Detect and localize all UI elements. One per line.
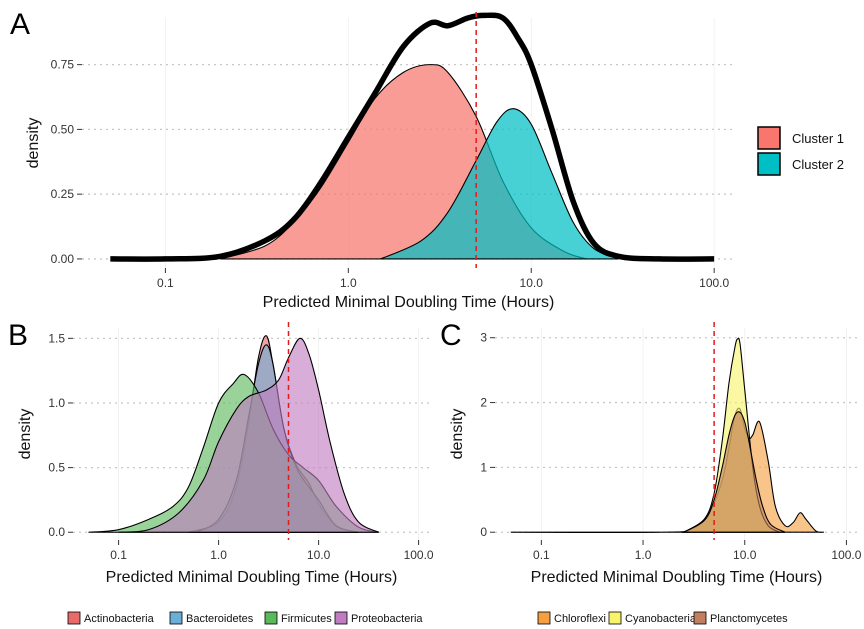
panel-c-xtick-label-2: 10.0 (733, 548, 757, 562)
legend-swatch-chloroflexi (537, 611, 551, 625)
panel-c-ytick-label-1: 1 (480, 460, 487, 474)
panel-a-xtick-label-2: 10.0 (520, 276, 544, 290)
legend-swatch-firmicutes (264, 611, 278, 625)
panel-c-density-planctomycetes (681, 411, 786, 533)
legend-label-actinobacteria: Actinobacteria (84, 613, 155, 625)
panel-b-xtick-label-2: 10.0 (307, 548, 331, 562)
panel-a-ytick-label-3: 0.75 (51, 58, 75, 72)
panel-b-xtick-label-0: 0.1 (110, 548, 127, 562)
legend-label-chloroflexi: Chloroflexi (554, 613, 606, 625)
panel-c-ytick-label-2: 2 (480, 396, 487, 410)
panel-c-xtick-label-3: 100.0 (831, 548, 861, 562)
panel-c-xtick-label-0: 0.1 (533, 548, 550, 562)
panel-a-xtick-label-0: 0.1 (157, 276, 174, 290)
legend-swatch-cyanobacteria (608, 611, 622, 625)
legend-label-cyanobacteria: Cyanobacteria (625, 613, 697, 625)
panel-label-c: C (440, 319, 462, 352)
panel-a-ylabel: density (25, 118, 42, 169)
legend-label-firmicutes: Firmicutes (281, 613, 332, 625)
legend-label-bacteroidetes: Bacteroidetes (186, 613, 254, 625)
panel-b-ytick-label-1: 0.5 (48, 461, 65, 475)
panel-a-ytick-label-1: 0.25 (51, 187, 75, 201)
legend-swatch-cluster-1 (757, 126, 781, 150)
panel-c-xtick-label-1: 1.0 (635, 548, 652, 562)
panel-b-ylabel: density (17, 409, 34, 460)
panel-c-ytick-label-3: 3 (480, 331, 487, 345)
panel-a-density-cluster-2 (380, 108, 619, 260)
panel-label-a: A (10, 8, 30, 41)
legend-label-cluster-2: Cluster 2 (792, 157, 844, 172)
legend-panel-c: Chloroflexi Cyanobacteria Planctomycetes (537, 611, 788, 625)
panel-a-chart: 0.00 0.25 0.50 0.75 0.1 1.0 10.0 100.0 Predicted… (25, 12, 735, 311)
panel-c-ylabel: density (449, 409, 466, 460)
legend-swatch-cluster-2 (757, 152, 781, 176)
panel-a-xtick-label-3: 100.0 (699, 276, 729, 290)
legend-panel-b: Actinobacteria Bacteroidetes Firmicutes … (67, 611, 423, 625)
panel-b-ytick-label-2: 1.0 (48, 396, 65, 410)
panel-a-xtick-label-1: 1.0 (340, 276, 357, 290)
panel-b-density-proteobacteria (118, 337, 380, 533)
legend-label-cluster-1: Cluster 1 (792, 131, 844, 146)
panel-c-xlabel: Predicted Minimal Doubling Time (Hours) (531, 569, 823, 586)
panel-b-xtick-label-3: 100.0 (404, 548, 434, 562)
panel-b-chart: 0.0 0.5 1.0 1.5 0.1 1.0 10.0 100.0 Predicted Min… (17, 322, 434, 586)
legend-swatch-planctomycetes (693, 611, 707, 625)
legend-panel-a: Cluster 1 Cluster 2 (757, 126, 844, 176)
panel-label-b: B (8, 319, 28, 352)
legend-swatch-bacteroidetes (169, 611, 183, 625)
panel-c-chart: 0 1 2 3 0.1 1.0 10.0 100.0 Predicted Minimal Dou… (449, 322, 862, 586)
panel-a-density-overall (110, 12, 715, 262)
legend-label-proteobacteria: Proteobacteria (351, 613, 423, 625)
legend-swatch-actinobacteria (67, 611, 81, 625)
legend-swatch-proteobacteria (334, 611, 348, 625)
panel-b-ytick-label-0: 0.0 (48, 525, 65, 539)
panel-a-xlabel: Predicted Minimal Doubling Time (Hours) (263, 294, 555, 311)
panel-c-ytick-label-0: 0 (480, 525, 487, 539)
panel-a-ytick-label-0: 0.00 (51, 252, 75, 266)
panel-c-density-chloroflexi (510, 407, 824, 534)
panel-b-xlabel: Predicted Minimal Doubling Time (Hours) (106, 569, 398, 586)
legend-label-planctomycetes: Planctomycetes (710, 613, 788, 625)
panel-a-ytick-label-2: 0.50 (51, 122, 75, 136)
panel-b-ytick-label-3: 1.5 (48, 331, 65, 345)
panel-b-xtick-label-1: 1.0 (210, 548, 227, 562)
